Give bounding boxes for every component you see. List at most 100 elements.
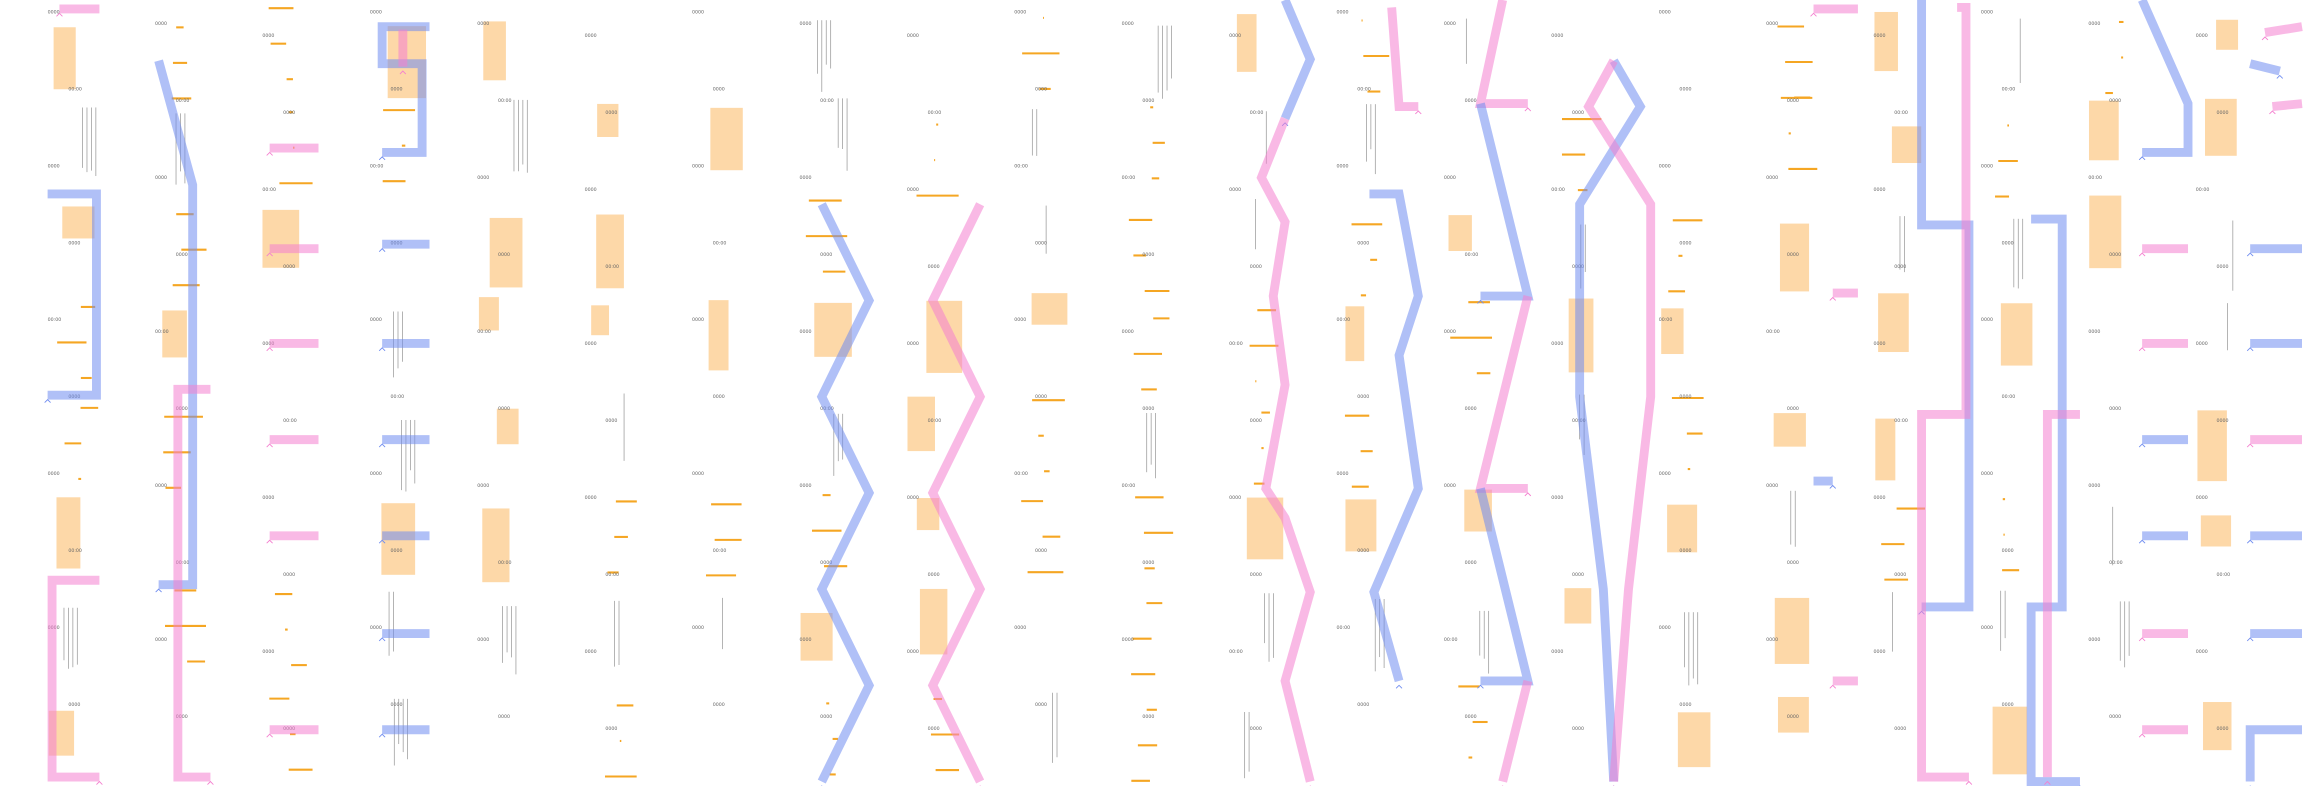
event-block (597, 103, 619, 137)
row-label: 00:00 (1337, 625, 1351, 631)
row-label: 0000 (820, 560, 832, 566)
row-label: 0000 (799, 21, 811, 27)
row-label: 0000 (799, 329, 811, 335)
event-block (2197, 410, 2227, 482)
connection-band (1256, 116, 1315, 783)
event-block (162, 310, 187, 358)
row-label: 0000 (713, 702, 725, 708)
row-label: 0000 (498, 406, 510, 412)
row-label: 00:00 (1659, 317, 1673, 323)
row-label: 0000 (1357, 240, 1369, 246)
band-caret (378, 156, 386, 161)
row-label: 0000 (928, 572, 940, 578)
row-label: 0000 (713, 394, 725, 400)
row-label: 0000 (176, 252, 188, 258)
band-caret (1965, 780, 1973, 785)
row-label: 0000 (907, 33, 919, 39)
band-caret (2044, 780, 2051, 785)
row-label: 0000 (2109, 98, 2121, 104)
row-label: 0000 (1981, 163, 1993, 169)
row-label: 0000 (370, 9, 382, 15)
row-label: 0000 (1465, 98, 1477, 104)
row-label: 0000 (1357, 548, 1369, 554)
band-caret (266, 151, 273, 156)
row-label: 0000 (605, 726, 617, 732)
row-label: 0000 (1014, 625, 1026, 631)
row-label: 0000 (68, 702, 80, 708)
event-block (1236, 14, 1257, 72)
row-label: 0000 (1035, 548, 1047, 554)
event-block (1345, 499, 1377, 552)
band-caret (266, 733, 273, 738)
row-label: 0000 (1357, 394, 1369, 400)
event-block (262, 209, 300, 268)
band-caret (1810, 12, 1817, 17)
event-block (1777, 696, 1809, 733)
event-block (1031, 293, 1068, 325)
band-caret (2246, 347, 2254, 352)
row-label: 00:00 (1766, 329, 1780, 335)
band-caret (2269, 110, 2276, 115)
row-label: 0000 (283, 572, 295, 578)
connection-band (47, 189, 101, 400)
row-label: 0000 (1874, 33, 1886, 39)
row-label: 0000 (907, 649, 919, 655)
row-label: 0000 (2196, 495, 2208, 501)
row-label: 0000 (1572, 110, 1584, 116)
row-label: 0000 (713, 86, 725, 92)
row-label: 0000 (2088, 637, 2100, 643)
event-block (1667, 504, 1698, 553)
row-label: 00:00 (605, 572, 619, 578)
connection-band (2264, 22, 2303, 37)
band-caret (378, 733, 386, 738)
row-label: 0000 (155, 175, 167, 181)
band-caret (56, 12, 63, 17)
connection-band (1575, 58, 1646, 782)
row-label: 0000 (1122, 21, 1134, 27)
band-caret (378, 443, 386, 448)
row-label: 0000 (498, 252, 510, 258)
row-label: 0000 (391, 86, 403, 92)
row-label: 0000 (928, 726, 940, 732)
band-caret (2246, 443, 2254, 448)
row-label: 0000 (1572, 726, 1584, 732)
band-caret (266, 347, 273, 352)
connection-band (1474, 0, 1528, 109)
event-block (2088, 100, 2119, 161)
event-block (489, 217, 523, 288)
row-label: 0000 (477, 175, 489, 181)
event-block (1345, 306, 1365, 362)
band-caret (1477, 684, 1484, 689)
row-label: 0000 (1014, 9, 1026, 15)
row-label: 0000 (1679, 702, 1691, 708)
band-caret (2246, 637, 2254, 642)
row-label: 00:00 (1357, 86, 1371, 92)
band-caret (2246, 252, 2254, 257)
event-block (926, 300, 963, 373)
row-label: 0000 (262, 341, 274, 347)
row-label: 0000 (1659, 625, 1671, 631)
row-label: 0000 (1766, 175, 1778, 181)
row-label: 00:00 (1014, 163, 1028, 169)
connection-band (2026, 214, 2080, 786)
band-caret (266, 539, 273, 544)
row-label: 0000 (585, 649, 597, 655)
row-label: 0000 (1250, 572, 1262, 578)
event-block (483, 21, 506, 81)
event-block (53, 27, 76, 90)
event-block (2205, 98, 2237, 156)
event-block (2000, 303, 2033, 366)
row-label: 0000 (262, 33, 274, 39)
connection-band (2271, 99, 2303, 111)
row-label: 0000 (1787, 714, 1799, 720)
row-label: 0000 (605, 110, 617, 116)
connection-band (2138, 0, 2193, 157)
row-label: 00:00 (1894, 110, 1908, 116)
connection-band (1476, 487, 1534, 686)
connection-band (1476, 102, 1534, 301)
row-label: 00:00 (1122, 175, 1136, 181)
band-caret (1415, 110, 1422, 115)
row-label: 0000 (1035, 702, 1047, 708)
